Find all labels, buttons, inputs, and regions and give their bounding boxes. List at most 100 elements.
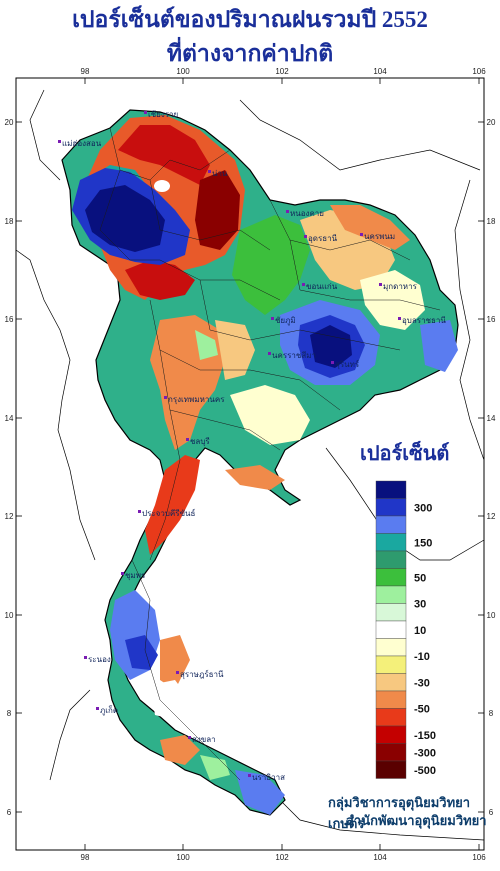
legend-swatch (375, 515, 407, 534)
lon-tick-label-top: 104 (373, 67, 387, 76)
legend-swatch (375, 743, 407, 762)
station-marker (164, 396, 167, 399)
lat-tick-label-right: 16 (487, 315, 496, 324)
lat-tick-label-right: 18 (487, 217, 496, 226)
lat-tick-label-right: 6 (489, 808, 494, 817)
legend-tick-label: 300 (414, 502, 432, 514)
province-label: ขอนแก่น (306, 282, 338, 291)
province-label: แม่ฮ่องสอน (62, 139, 102, 148)
lat-tick-label-right: 10 (487, 611, 496, 620)
station-marker (304, 235, 307, 238)
legend-swatch (375, 620, 407, 639)
legend-colorbar (375, 480, 407, 779)
station-marker (188, 736, 191, 739)
legend-tick-label: 150 (414, 537, 432, 549)
legend-tick-label: 30 (414, 599, 426, 611)
grid-ticks (16, 78, 484, 850)
legend-swatch (375, 550, 407, 569)
legend-tick-label: -300 (414, 747, 436, 759)
legend-tick-label: -150 (414, 730, 436, 742)
lon-tick-label-top: 100 (176, 67, 190, 76)
lat-tick-label-left: 20 (5, 118, 14, 127)
legend-swatch (375, 638, 407, 657)
province-label: ชลบุรี (190, 437, 210, 446)
province-label: นครพนม (364, 232, 395, 241)
station-marker (186, 438, 189, 441)
province-label: ระนอง (88, 655, 111, 664)
station-marker (84, 656, 87, 659)
anomaly-zones (72, 115, 458, 815)
province-label: ชัยภูมิ (275, 316, 296, 326)
legend-swatch (375, 690, 407, 709)
province-label: อุบลราชธานี (402, 316, 446, 325)
legend-swatch (375, 480, 407, 499)
legend-tick-label: -500 (414, 765, 436, 777)
station-marker (271, 317, 274, 320)
province-label: สงขลา (192, 735, 216, 744)
province-label: น่าน (212, 169, 228, 178)
station-marker (121, 572, 124, 575)
station-marker (286, 210, 289, 213)
province-label: สุราษฎร์ธานี (180, 669, 224, 679)
station-marker (176, 671, 179, 674)
legend-tick-label: -30 (414, 677, 430, 689)
province-label: ภูเก็ต (100, 705, 118, 716)
province-label: หนองคาย (290, 209, 324, 218)
station-marker (138, 510, 141, 513)
legend-swatch (375, 585, 407, 604)
lat-tick-label-left: 8 (7, 709, 12, 718)
lat-tick-label-right: 8 (489, 709, 494, 718)
province-label: เชียงราย (148, 110, 178, 119)
province-label: อุดรธานี (308, 234, 338, 243)
legend-swatch (375, 533, 407, 552)
map-title-line1: เปอร์เซ็นต์ของปริมาณฝนรวมปี 2552 (72, 7, 428, 32)
lon-tick-label-top: 98 (81, 67, 90, 76)
lat-tick-label-right: 20 (487, 118, 496, 127)
province-label: นราธิวาส (252, 773, 285, 782)
province-label: สุรินทร์ (335, 359, 360, 369)
lat-tick-label-right: 14 (487, 414, 496, 423)
lat-tick-label-left: 16 (5, 315, 14, 324)
province-label: กรุงเทพมหานคร (168, 395, 225, 404)
legend-swatch (375, 760, 407, 779)
legend-swatch (375, 498, 407, 517)
credit-line2: สำนักพัฒนาอุตุนิยมวิทยา (346, 813, 487, 828)
legend-tick-label: -50 (414, 704, 430, 716)
station-marker (144, 111, 147, 114)
lon-tick-label-top: 102 (275, 67, 289, 76)
station-marker (302, 283, 305, 286)
lat-tick-label-left: 6 (7, 808, 12, 817)
lon-tick-label-bottom: 104 (373, 853, 387, 862)
legend-swatch (375, 655, 407, 674)
station-marker (379, 283, 382, 286)
legend-swatch (375, 603, 407, 622)
station-marker (96, 707, 99, 710)
lon-tick-label-bottom: 100 (176, 853, 190, 862)
province-label: นครราชสีมา (272, 351, 316, 360)
lat-tick-label-left: 18 (5, 217, 14, 226)
station-marker (58, 140, 61, 143)
map-title-line2: ที่ต่างจากค่าปกติ (166, 41, 334, 66)
legend-tick-label: -10 (414, 651, 430, 663)
province-boundaries (99, 127, 441, 781)
legend-title: เปอร์เซ็นต์ (360, 443, 450, 465)
station-marker (398, 317, 401, 320)
lon-tick-label-bottom: 106 (472, 853, 486, 862)
legend-tick-label: 50 (414, 572, 426, 584)
station-marker (360, 233, 363, 236)
lon-tick-label-top: 106 (472, 67, 486, 76)
legend-swatch (375, 568, 407, 587)
legend-swatch (375, 673, 407, 692)
station-marker (331, 361, 334, 364)
province-label: ประจวบคีรีขันธ์ (142, 508, 196, 518)
lat-tick-label-left: 14 (5, 414, 14, 423)
legend-swatch (375, 725, 407, 744)
station-marker (208, 170, 211, 173)
province-label: ชุมพร (125, 571, 146, 580)
province-label: มุกดาหาร (383, 282, 418, 291)
lat-tick-label-left: 10 (5, 611, 14, 620)
lat-tick-label-right: 12 (487, 512, 496, 521)
station-marker (268, 352, 271, 355)
lon-tick-label-bottom: 98 (81, 853, 90, 862)
